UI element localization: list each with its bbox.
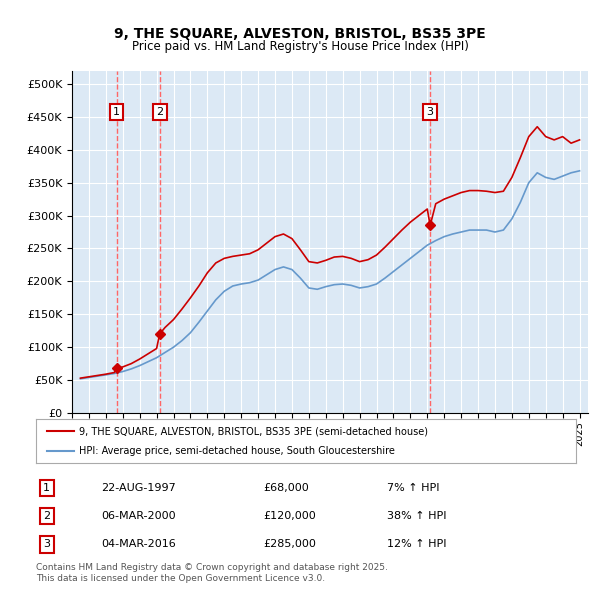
- Text: 38% ↑ HPI: 38% ↑ HPI: [387, 511, 446, 521]
- Text: Contains HM Land Registry data © Crown copyright and database right 2025.
This d: Contains HM Land Registry data © Crown c…: [36, 563, 388, 583]
- Text: 7% ↑ HPI: 7% ↑ HPI: [387, 483, 439, 493]
- Text: 1: 1: [43, 483, 50, 493]
- Text: £68,000: £68,000: [263, 483, 308, 493]
- Text: £120,000: £120,000: [263, 511, 316, 521]
- Text: Price paid vs. HM Land Registry's House Price Index (HPI): Price paid vs. HM Land Registry's House …: [131, 40, 469, 53]
- Text: 12% ↑ HPI: 12% ↑ HPI: [387, 539, 446, 549]
- Text: 9, THE SQUARE, ALVESTON, BRISTOL, BS35 3PE: 9, THE SQUARE, ALVESTON, BRISTOL, BS35 3…: [114, 27, 486, 41]
- Text: £285,000: £285,000: [263, 539, 316, 549]
- Text: 3: 3: [43, 539, 50, 549]
- Text: HPI: Average price, semi-detached house, South Gloucestershire: HPI: Average price, semi-detached house,…: [79, 446, 395, 455]
- Text: 06-MAR-2000: 06-MAR-2000: [101, 511, 175, 521]
- Text: 9, THE SQUARE, ALVESTON, BRISTOL, BS35 3PE (semi-detached house): 9, THE SQUARE, ALVESTON, BRISTOL, BS35 3…: [79, 427, 428, 436]
- Text: 22-AUG-1997: 22-AUG-1997: [101, 483, 176, 493]
- Text: 04-MAR-2016: 04-MAR-2016: [101, 539, 176, 549]
- Text: 3: 3: [427, 107, 434, 117]
- Text: 1: 1: [113, 107, 120, 117]
- Text: 2: 2: [43, 511, 50, 521]
- Text: 2: 2: [156, 107, 163, 117]
